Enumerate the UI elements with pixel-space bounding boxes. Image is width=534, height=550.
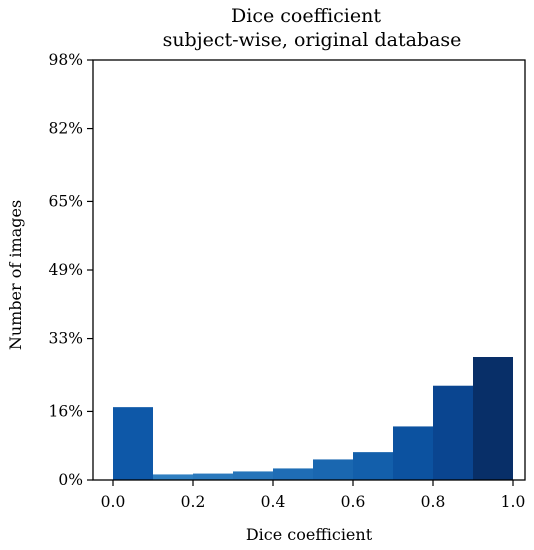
y-tick-label: 16% (49, 402, 83, 420)
x-axis-label: Dice coefficient (246, 525, 373, 544)
y-tick-label: 49% (49, 261, 83, 279)
histogram-bar (113, 407, 153, 480)
histogram-bar (353, 452, 393, 480)
chart-subtitle: subject-wise, original database (163, 29, 462, 51)
histogram-bar (273, 468, 313, 480)
y-tick-label: 65% (49, 192, 83, 210)
x-tick-label: 0.6 (341, 493, 366, 511)
plot-frame (92, 59, 526, 481)
histogram-bar (313, 459, 353, 480)
histogram-bar (233, 471, 273, 480)
y-tick-label: 98% (49, 51, 83, 69)
histogram-bar (473, 357, 513, 480)
x-tick-label: 0.0 (101, 493, 126, 511)
chart-title: Dice coefficient (231, 5, 381, 27)
x-tick-label: 0.4 (261, 493, 286, 511)
histogram-bar (153, 474, 193, 480)
x-axis-ticks: 0.0 0.2 0.4 0.6 0.8 1.0 (101, 480, 526, 511)
y-tick-label: 82% (49, 120, 83, 138)
x-tick-label: 1.0 (501, 493, 526, 511)
histogram-bar (433, 385, 473, 480)
bars-group (113, 357, 513, 480)
y-axis-label: Number of images (6, 200, 25, 350)
y-axis-ticks: 0% 16% 33% 49% 65% 82% 98% (49, 51, 93, 489)
y-tick-label: 0% (58, 471, 83, 489)
x-tick-label: 0.2 (181, 493, 206, 511)
y-tick-label: 33% (49, 330, 83, 348)
x-tick-label: 0.8 (421, 493, 446, 511)
histogram-bar (393, 426, 433, 480)
histogram-bar (193, 473, 233, 480)
